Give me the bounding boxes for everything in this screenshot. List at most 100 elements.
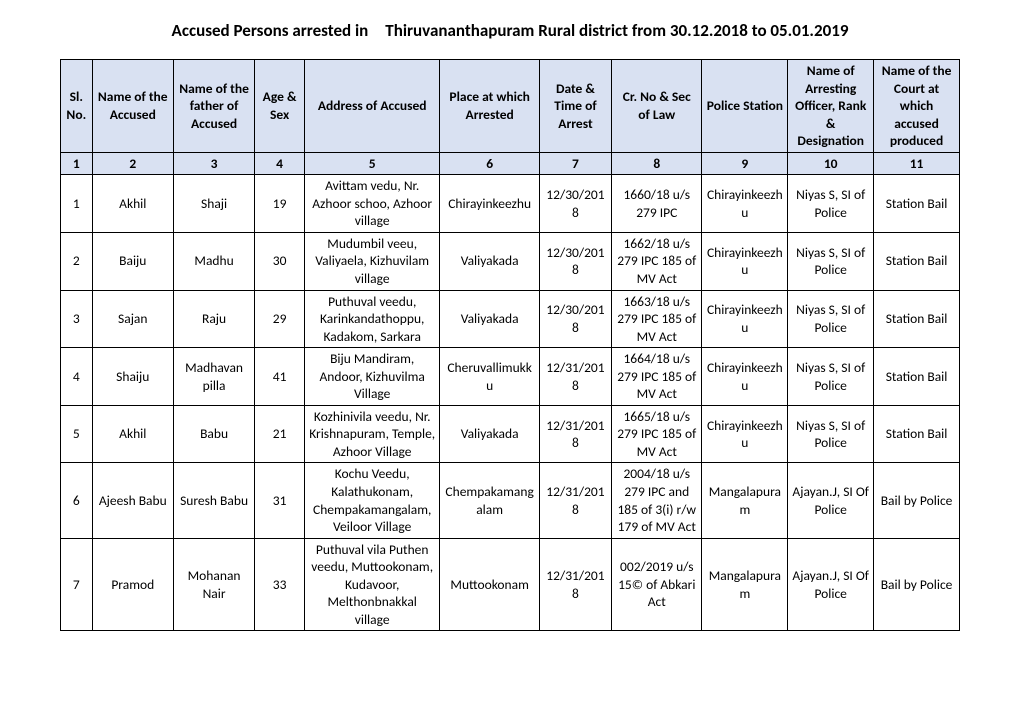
table-cell: Pramod (92, 538, 173, 631)
col-header: Place at which Arrested (440, 60, 539, 153)
col-num: 3 (173, 152, 254, 175)
table-cell: Station Bail (874, 405, 960, 463)
col-num: 11 (874, 152, 960, 175)
table-cell: Station Bail (874, 232, 960, 290)
table-cell: 1660/18 u/s 279 IPC (612, 175, 702, 233)
table-cell: Akhil (92, 405, 173, 463)
table-cell: 12/30/2018 (539, 290, 611, 348)
table-cell: Niyas S, SI of Police (788, 175, 874, 233)
table-cell: Mudumbil veeu, Valiyaela, Kizhuvilam vil… (304, 232, 440, 290)
table-cell: 5 (61, 405, 93, 463)
table-cell: Avittam vedu, Nr. Azhoor schoo, Azhoor v… (304, 175, 440, 233)
table-cell: Bail by Police (874, 538, 960, 631)
table-cell: Chirayinkeezhu (440, 175, 539, 233)
table-cell: Chirayinkeezhu (702, 232, 788, 290)
table-cell: 1664/18 u/s 279 IPC 185 of MV Act (612, 348, 702, 406)
col-header: Date & Time of Arrest (539, 60, 611, 153)
table-cell: Shaji (173, 175, 254, 233)
table-cell: 1663/18 u/s 279 IPC 185 of MV Act (612, 290, 702, 348)
table-cell: 12/31/2018 (539, 463, 611, 538)
col-header: Police Station (702, 60, 788, 153)
col-num: 4 (255, 152, 305, 175)
table-cell: Valiyakada (440, 405, 539, 463)
table-cell: Ajeesh Babu (92, 463, 173, 538)
col-header: Name of Arresting Officer, Rank & Design… (788, 60, 874, 153)
table-cell: Biju Mandiram, Andoor, Kizhuvilma Villag… (304, 348, 440, 406)
table-cell: Shaiju (92, 348, 173, 406)
table-cell: Baiju (92, 232, 173, 290)
table-cell: Babu (173, 405, 254, 463)
table-cell: Bail by Police (874, 463, 960, 538)
table-cell: 002/2019 u/s 15© of Abkari Act (612, 538, 702, 631)
col-num: 9 (702, 152, 788, 175)
table-cell: Niyas S, SI of Police (788, 290, 874, 348)
col-header: Address of Accused (304, 60, 440, 153)
table-row: 2BaijuMadhu30Mudumbil veeu, Valiyaela, K… (61, 232, 960, 290)
table-cell: 30 (255, 232, 305, 290)
col-header: Name of the Court at which accused produ… (874, 60, 960, 153)
table-cell: 3 (61, 290, 93, 348)
col-num: 2 (92, 152, 173, 175)
table-cell: Puthuval vila Puthen veedu, Muttookonam,… (304, 538, 440, 631)
table-cell: Niyas S, SI of Police (788, 348, 874, 406)
table-cell: Ajayan.J, SI Of Police (788, 463, 874, 538)
table-cell: 2004/18 u/s 279 IPC and 185 of 3(i) r/w … (612, 463, 702, 538)
table-row: 6Ajeesh BabuSuresh Babu31Kochu Veedu, Ka… (61, 463, 960, 538)
col-header: Name of the father of Accused (173, 60, 254, 153)
page-title: Accused Persons arrested in Thiruvananth… (60, 20, 960, 41)
table-cell: 12/30/2018 (539, 175, 611, 233)
table-cell: Mohanan Nair (173, 538, 254, 631)
table-cell: Station Bail (874, 348, 960, 406)
table-cell: 29 (255, 290, 305, 348)
table-cell: 12/30/2018 (539, 232, 611, 290)
table-cell: Niyas S, SI of Police (788, 232, 874, 290)
table-cell: 12/31/2018 (539, 538, 611, 631)
table-cell: Mangalapuram (702, 463, 788, 538)
col-header: Cr. No & Sec of Law (612, 60, 702, 153)
table-cell: Chempakamangalam (440, 463, 539, 538)
table-cell: 19 (255, 175, 305, 233)
table-cell: 12/31/2018 (539, 348, 611, 406)
table-cell: Chirayinkeezhu (702, 348, 788, 406)
col-num: 8 (612, 152, 702, 175)
table-cell: Muttookonam (440, 538, 539, 631)
table-cell: Mangalapuram (702, 538, 788, 631)
table-cell: Kozhinivila veedu, Nr. Krishnapuram, Tem… (304, 405, 440, 463)
table-cell: 33 (255, 538, 305, 631)
table-row: 1AkhilShaji19Avittam vedu, Nr. Azhoor sc… (61, 175, 960, 233)
table-cell: Chirayinkeezhu (702, 290, 788, 348)
table-cell: Akhil (92, 175, 173, 233)
table-row: 3SajanRaju29Puthuval veedu, Karinkandath… (61, 290, 960, 348)
table-cell: Niyas S, SI of Police (788, 405, 874, 463)
table-cell: Madhu (173, 232, 254, 290)
table-cell: 21 (255, 405, 305, 463)
table-cell: 1665/18 u/s 279 IPC 185 of MV Act (612, 405, 702, 463)
table-cell: 7 (61, 538, 93, 631)
table-cell: Puthuval veedu, Karinkandathoppu, Kadako… (304, 290, 440, 348)
table-cell: Chirayinkeezhu (702, 405, 788, 463)
table-cell: 1662/18 u/s 279 IPC 185 of MV Act (612, 232, 702, 290)
col-num: 7 (539, 152, 611, 175)
table-cell: 6 (61, 463, 93, 538)
col-header: Name of the Accused (92, 60, 173, 153)
table-cell: 41 (255, 348, 305, 406)
table-cell: 1 (61, 175, 93, 233)
table-row: 5AkhilBabu21Kozhinivila veedu, Nr. Krish… (61, 405, 960, 463)
col-num: 6 (440, 152, 539, 175)
col-header: Sl. No. (61, 60, 93, 153)
table-cell: 2 (61, 232, 93, 290)
col-num: 5 (304, 152, 440, 175)
table-cell: Valiyakada (440, 290, 539, 348)
table-row: 4ShaijuMadhavan pilla41Biju Mandiram, An… (61, 348, 960, 406)
table-cell: 12/31/2018 (539, 405, 611, 463)
header-row: Sl. No. Name of the Accused Name of the … (61, 60, 960, 153)
table-cell: Kochu Veedu, Kalathukonam, Chempakamanga… (304, 463, 440, 538)
table-cell: Ajayan.J, SI Of Police (788, 538, 874, 631)
table-cell: Suresh Babu (173, 463, 254, 538)
col-header: Age & Sex (255, 60, 305, 153)
table-cell: Madhavan pilla (173, 348, 254, 406)
table-cell: Station Bail (874, 175, 960, 233)
col-num: 1 (61, 152, 93, 175)
table-cell: Station Bail (874, 290, 960, 348)
table-cell: Cheruvallimukku (440, 348, 539, 406)
